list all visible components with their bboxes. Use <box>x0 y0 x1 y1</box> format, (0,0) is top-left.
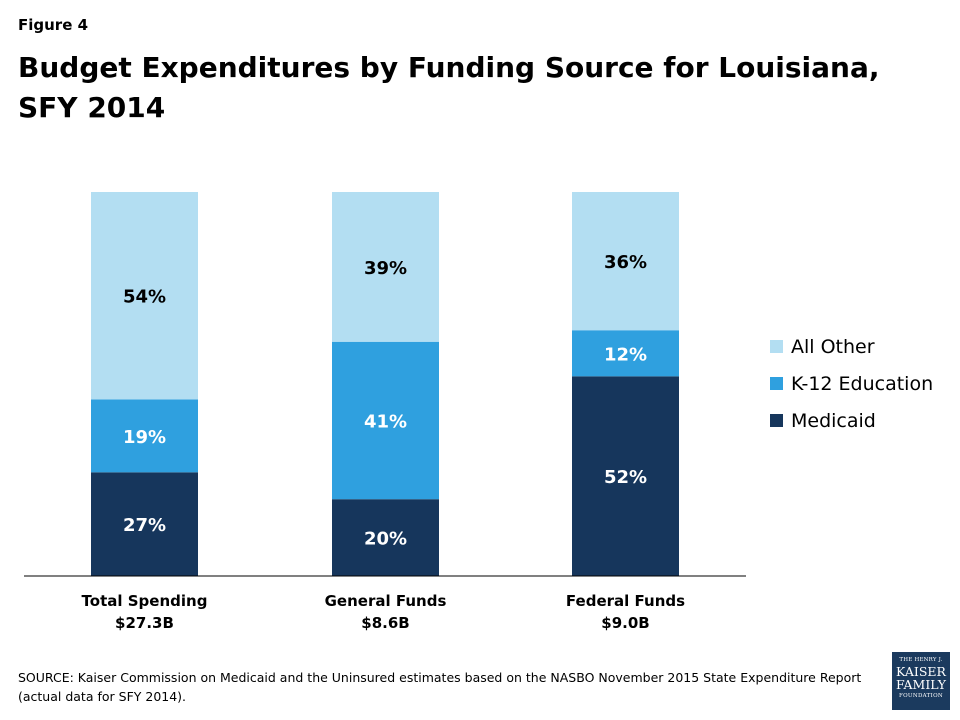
data-label: 41% <box>364 411 407 432</box>
category-sublabel: $27.3B <box>115 614 174 632</box>
source-note: SOURCE: Kaiser Commission on Medicaid an… <box>18 670 862 704</box>
legend-item: Medicaid <box>770 402 933 439</box>
legend-swatch <box>770 340 783 353</box>
bar-segment-k-12-education <box>332 341 439 500</box>
category-sublabel: $8.6B <box>361 614 409 632</box>
data-label: 54% <box>123 287 166 308</box>
data-label: 27% <box>123 515 166 536</box>
logo-line-4: FOUNDATION <box>898 693 944 699</box>
category-label: Total Spending <box>82 592 208 610</box>
data-label: 19% <box>123 427 166 448</box>
category-sublabel: $9.0B <box>601 614 649 632</box>
data-label: 12% <box>604 344 647 365</box>
legend-label: Medicaid <box>791 409 876 432</box>
logo-line-3: FAMILY <box>895 677 947 692</box>
chart-title: Budget Expenditures by Funding Source fo… <box>18 51 880 124</box>
legend-item: All Other <box>770 328 933 365</box>
bar-segment-medicaid <box>91 472 198 576</box>
legend-swatch <box>770 414 783 427</box>
figure-label: Figure 4 <box>18 16 89 34</box>
logo-line-2: KAISER <box>896 664 946 679</box>
legend-swatch <box>770 377 783 390</box>
data-label: 39% <box>364 258 407 279</box>
bar-segment-medicaid <box>572 376 679 576</box>
bar-segment-medicaid <box>332 499 439 576</box>
category-label: General Funds <box>325 592 447 610</box>
category-label: Federal Funds <box>566 592 685 610</box>
data-label: 36% <box>604 252 647 273</box>
legend-label: K-12 Education <box>791 372 934 395</box>
chart-legend: All Other K-12 Education Medicaid <box>770 328 933 439</box>
data-label: 52% <box>604 467 647 488</box>
logo-line-1: THE HENRY J. <box>899 657 943 663</box>
kff-logo: THE HENRY J. KAISER FAMILY FOUNDATION <box>892 652 950 710</box>
legend-item: K-12 Education <box>770 365 933 402</box>
bar-segment-all-other <box>332 192 439 342</box>
bar-segment-k-12-education <box>572 330 679 377</box>
bar-segment-all-other <box>91 192 198 400</box>
bar-segment-all-other <box>572 192 679 331</box>
data-label: 20% <box>364 529 407 550</box>
bar-segment-k-12-education <box>91 399 198 473</box>
legend-label: All Other <box>791 335 875 358</box>
